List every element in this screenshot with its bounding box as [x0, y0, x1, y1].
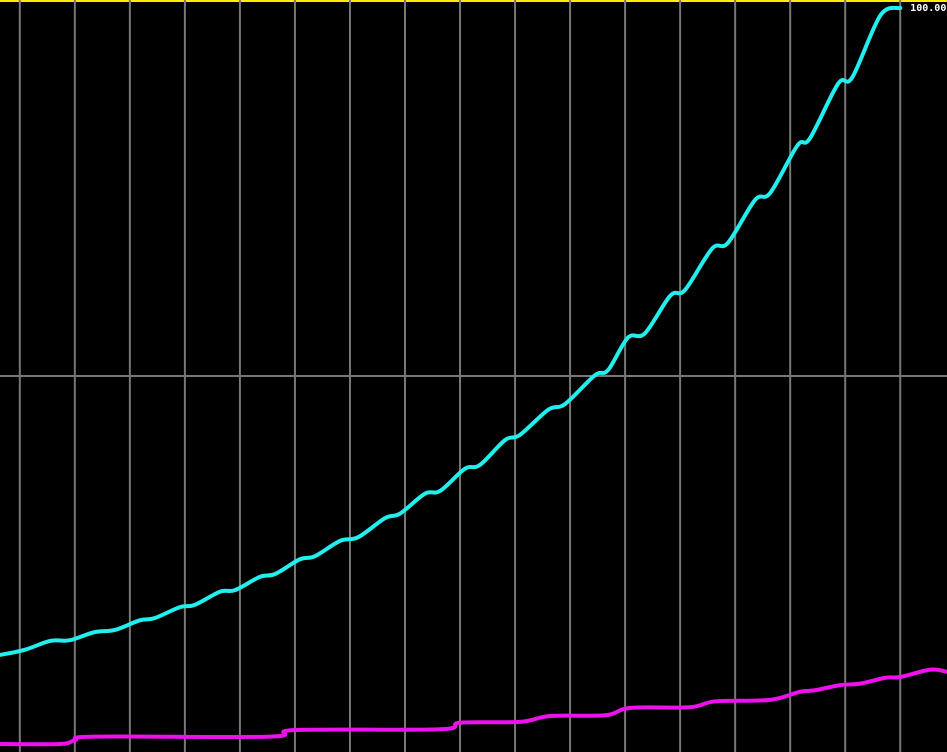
series-line — [0, 667, 947, 747]
series-line — [0, 5, 903, 657]
end-value-label: 100.00 — [910, 3, 946, 14]
